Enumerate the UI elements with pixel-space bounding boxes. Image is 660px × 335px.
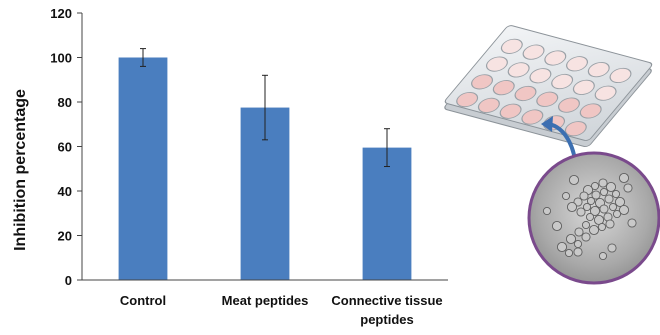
well — [477, 97, 500, 113]
well — [499, 103, 522, 119]
well — [594, 85, 617, 101]
well — [500, 38, 523, 54]
cell — [614, 196, 626, 208]
cell — [581, 220, 591, 230]
cell — [623, 183, 633, 193]
cell — [574, 227, 584, 237]
cell — [599, 204, 609, 214]
cell — [598, 178, 608, 188]
cell — [591, 190, 601, 200]
y-tick-label: 20 — [58, 229, 72, 244]
x-axis-labels: Control Meat peptides Connective tissue pep… — [120, 293, 443, 327]
cell — [566, 201, 578, 213]
cell — [556, 241, 568, 253]
cell — [589, 205, 601, 217]
cell — [585, 212, 595, 222]
well — [551, 73, 574, 90]
well — [456, 91, 479, 108]
bar — [118, 57, 168, 280]
cell — [627, 218, 637, 228]
24-well-plate-icon — [444, 25, 653, 148]
cell — [611, 189, 621, 199]
x-tick-label: Control — [120, 293, 166, 308]
well — [521, 109, 544, 125]
cell — [561, 191, 571, 201]
cell — [608, 202, 618, 212]
well — [522, 44, 545, 60]
well — [564, 121, 587, 137]
bar — [362, 147, 412, 280]
cell — [607, 243, 617, 253]
x-tick-label: Connective tissue peptides — [331, 293, 442, 327]
cell — [605, 181, 617, 193]
cell — [582, 202, 592, 212]
well — [579, 103, 602, 119]
cell — [568, 174, 580, 186]
well — [558, 97, 580, 113]
well — [609, 67, 632, 84]
well — [514, 85, 537, 102]
cell — [579, 191, 589, 201]
well — [492, 80, 515, 96]
well — [544, 50, 567, 66]
cell — [590, 181, 600, 191]
cell — [565, 233, 577, 245]
well — [507, 62, 530, 78]
cell — [564, 248, 574, 258]
cell — [597, 222, 607, 232]
error-bar — [384, 128, 390, 168]
cell — [618, 172, 630, 184]
cell — [604, 194, 614, 204]
y-tick-label: 80 — [58, 95, 72, 110]
cell — [588, 224, 600, 236]
cell — [618, 204, 630, 216]
error-bar — [262, 74, 268, 141]
well — [485, 56, 508, 72]
cell — [605, 219, 615, 229]
y-tick-label: 0 — [65, 273, 72, 288]
well — [572, 79, 595, 95]
y-axis-title: Inhibition percentage — [12, 89, 29, 251]
cell — [586, 196, 596, 206]
cell — [581, 232, 591, 242]
cell — [573, 239, 583, 249]
y-axis-ticks: 0 20 40 60 80 100 120 — [50, 6, 82, 288]
cell — [573, 247, 583, 257]
cell-micrograph-icon — [527, 151, 660, 285]
well — [529, 68, 552, 84]
x-tick-label: Meat peptides — [222, 293, 309, 308]
bar-chart: 0 20 40 60 80 100 120 Control Meat peptides Conn… — [12, 6, 448, 327]
cell — [542, 206, 552, 216]
well — [566, 56, 589, 72]
well — [471, 74, 494, 90]
y-tick-label: 100 — [50, 51, 72, 66]
y-tick-label: 40 — [58, 184, 72, 199]
well — [536, 91, 559, 107]
cell — [598, 251, 608, 261]
cell — [551, 220, 563, 232]
y-tick-label: 120 — [50, 6, 72, 21]
cell — [576, 207, 586, 217]
cell — [612, 209, 622, 219]
well — [587, 62, 610, 78]
error-bar — [140, 48, 146, 67]
cell — [599, 187, 609, 197]
error-bars — [140, 48, 390, 168]
y-tick-label: 60 — [58, 140, 72, 155]
